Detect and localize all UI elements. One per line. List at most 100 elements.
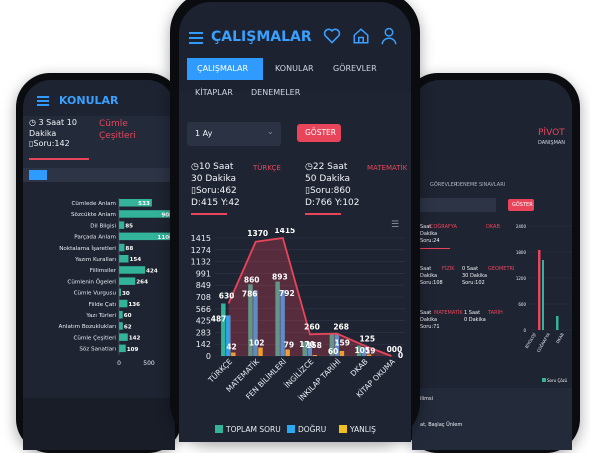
card1-minutes: 30 Dakika [191, 174, 237, 184]
left-bar-value: 85 [125, 224, 133, 230]
tab-denemeler[interactable]: DENEMELER [251, 88, 301, 97]
home-icon[interactable] [352, 27, 370, 45]
data-label: 1370 [247, 229, 268, 238]
legend-swatch [339, 425, 347, 433]
right-card5-subject: TARİH [488, 310, 503, 316]
right-pivot-title: PİVOT [538, 128, 565, 138]
left-bar-label: Cümle Çeşitleri [73, 335, 116, 341]
left-bar-value: 1100 [157, 235, 173, 241]
y-tick-label: 849 [196, 281, 211, 290]
right-x-label: DKAB [555, 332, 565, 344]
tab-konular[interactable]: KONULAR [275, 64, 314, 73]
y-tick-label: 283 [196, 328, 211, 337]
left-bar-label: Cümlenin Ögeleri [67, 278, 116, 285]
right-x-label: BİYOLOJİ [524, 332, 537, 349]
right-bottom-panel [412, 388, 572, 450]
right-bar-red [538, 250, 541, 330]
card2-time: ◷22 Saat [305, 162, 348, 172]
legend-swatch [215, 425, 223, 433]
page-title: ÇALIŞMALAR [211, 29, 312, 45]
left-bar-value: 30 [122, 291, 130, 297]
left-card-time: ◷ 3 Saat 10 [29, 118, 77, 127]
left-bar-label: Noktalama İşaretleri [59, 245, 116, 252]
tab-calismalar-label: ÇALIŞMALAR [197, 64, 248, 73]
period-select[interactable]: 1 Ay ⌄ [187, 122, 281, 146]
data-label: 159 [334, 339, 350, 348]
user-icon[interactable] [381, 27, 397, 45]
data-label: 1415 [274, 228, 295, 235]
left-card: ◷ 3 Saat 10 Dakika ▯Soru:142 Cümle Çeşit… [23, 116, 175, 168]
stat-card-matematik: ◷22 Saat MATEMATİK 50 Dakika ▯Soru:860 D… [301, 160, 411, 218]
bar-yanliş [285, 349, 290, 356]
left-bar-label: Sözcükte Anlam [71, 212, 116, 218]
left-bar [119, 333, 128, 341]
center-screen: ÇALIŞMALAR ÇALIŞMALAR KONULAR GÖREVLER K… [179, 2, 411, 442]
left-bar-label: Söz Sanatları [79, 347, 116, 353]
left-card-subject: Cümle Çeşitleri [99, 119, 136, 141]
left-bar [119, 277, 136, 285]
bar-toplam-soru [248, 284, 253, 356]
right-tab-gorevler[interactable]: GÖREVLER [430, 182, 458, 188]
period-select-value: 1 Ay [195, 129, 213, 138]
card2-subject: MATEMATİK [367, 164, 408, 172]
bar-yanliş [339, 350, 345, 356]
left-bar [119, 199, 152, 207]
right-card3-subject: GEOMETRİ [488, 266, 515, 272]
tab-calismalar[interactable]: ÇALIŞMALAR [187, 58, 263, 80]
right-pivot-sub: DANIŞMAN [538, 140, 566, 146]
right-select[interactable] [412, 198, 496, 212]
chart-menu-icon[interactable]: ☰ [391, 220, 400, 230]
card2-progress [305, 213, 341, 215]
left-bar-value: 88 [125, 246, 133, 252]
left-bar-label: Anlatım Bozuklukları [59, 324, 117, 330]
tab-kitaplar[interactable]: KİTAPLAR [195, 88, 233, 97]
tab-gorevler[interactable]: GÖREVLER [333, 64, 377, 73]
left-phone: KONULAR ◷ 3 Saat 10 Dakika ▯Soru:142 Cüm… [16, 73, 182, 453]
data-label: 60 [328, 347, 338, 356]
show-button[interactable]: GÖSTER [297, 124, 341, 142]
left-bar-value: 136 [128, 302, 140, 308]
left-card-minutes: Dakika [29, 129, 57, 138]
chevron-down-icon: ⌄ [267, 127, 274, 136]
right-tab-deneme[interactable]: DENEME SINAVLARI [456, 182, 506, 188]
bar-toplam-soru [302, 341, 307, 356]
data-label: 893 [272, 273, 288, 282]
heart-icon[interactable] [323, 28, 341, 44]
left-bar-value: 62 [124, 324, 132, 330]
right-show-button[interactable]: GÖSTER [508, 199, 534, 211]
bar-toplam-soru [275, 281, 280, 356]
left-bar-label: Cümlede Anlam [72, 201, 116, 207]
right-card4-l1: Saat [420, 310, 432, 316]
right-card1-l3: Soru:24 [420, 238, 440, 244]
left-bar-value: 533 [138, 201, 150, 207]
y-tick-label: 708 [196, 293, 211, 302]
data-label: 260 [304, 322, 320, 331]
left-bar-value: 142 [129, 336, 141, 342]
bar-doğru [361, 347, 367, 356]
card2-dy: D:766 Y:102 [305, 198, 360, 208]
left-bar [119, 243, 125, 252]
data-label: 792 [279, 289, 295, 298]
data-label: 19 [365, 346, 375, 355]
data-label: 42 [226, 342, 236, 351]
menu-icon[interactable] [189, 32, 203, 44]
y-tick-label: 425 [196, 317, 211, 326]
right-card2-l1: Saat [420, 266, 432, 272]
data-label: 786 [242, 289, 258, 298]
card2-questions: ▯Soru:860 [305, 186, 351, 196]
right-card4-l2: Dakika [420, 317, 438, 323]
left-footer [23, 398, 175, 450]
left-chart: Cümlede Anlam 533 Sözcükte Anlam 908 Dil Bil… [59, 198, 175, 367]
left-tab-active[interactable] [29, 170, 47, 180]
x-tick-label: DKAB [349, 357, 370, 378]
right-card2-subject: FİZİK [442, 266, 455, 272]
data-label: 860 [244, 275, 260, 284]
right-y-tick: 0 [523, 328, 526, 333]
right-card5-l2: 0 Dakika [464, 317, 486, 323]
bar-yanliş [231, 352, 236, 356]
left-bar-label: Fiilimsiler [90, 268, 117, 274]
card1-time: ◷10 Saat [191, 162, 234, 172]
menu-icon[interactable] [37, 96, 49, 106]
left-axis-tick: 0 [117, 360, 121, 367]
center-phone: ÇALIŞMALAR ÇALIŞMALAR KONULAR GÖREVLER K… [170, 0, 420, 442]
